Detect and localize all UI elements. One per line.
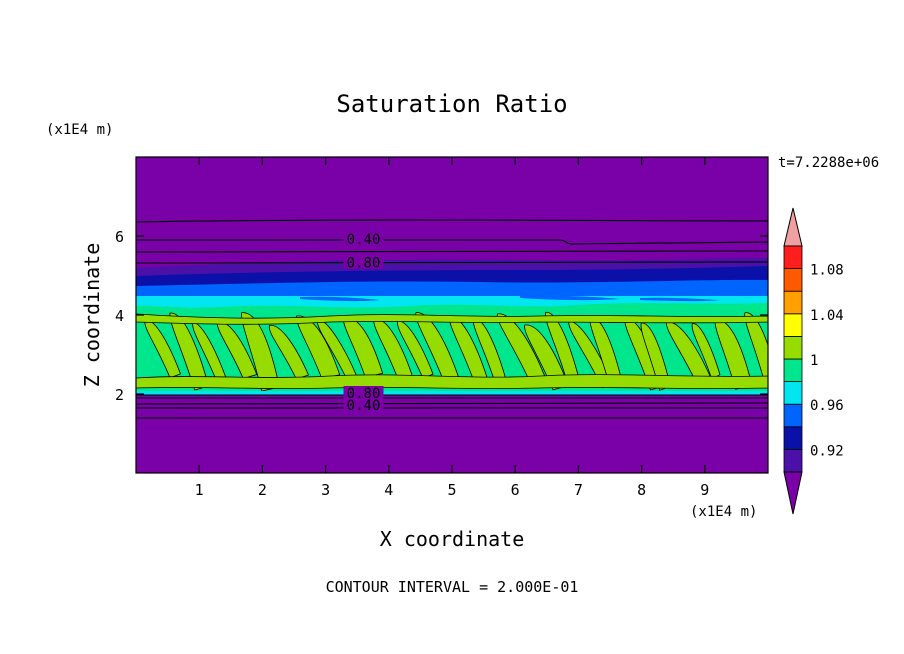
y-tick-label: 6 xyxy=(115,228,124,246)
colorbar-swatch xyxy=(783,358,803,383)
colorbar-swatch xyxy=(783,335,803,360)
colorbar-bottom-arrow xyxy=(783,471,803,515)
colorbar-tick-label: 0.96 xyxy=(810,398,844,414)
y-tick-label: 4 xyxy=(115,307,124,325)
colorbar-top-arrow xyxy=(783,207,803,247)
colorbar-swatch xyxy=(783,290,803,315)
cloud-streak xyxy=(136,313,768,325)
y-axis-title: Z coordinate xyxy=(80,243,104,388)
cloud-streak xyxy=(216,321,258,380)
colorbar-tick-label: 0.92 xyxy=(810,443,844,459)
cloud-streak xyxy=(144,319,181,379)
cloud-streak xyxy=(691,323,721,380)
contour-label-backdrop xyxy=(343,231,384,245)
x-tick-label: 6 xyxy=(511,481,520,499)
contour-field xyxy=(136,157,768,473)
y-tick-label: 2 xyxy=(115,386,124,404)
blue-streaks xyxy=(300,295,720,302)
colorbar-swatch xyxy=(783,268,803,292)
contour-label: 0.80 xyxy=(347,256,381,272)
x-unit-label: (x1E4 m) xyxy=(690,504,757,520)
upper-mid-blue xyxy=(136,279,768,298)
colorbar-swatch xyxy=(783,245,803,270)
y-unit-label: (x1E4 m) xyxy=(46,122,113,138)
x-axis: 1 2 3 4 5 6 7 8 9 xyxy=(195,157,709,499)
x-tick-label: 9 xyxy=(700,481,709,499)
contour-label: 0.40 xyxy=(347,398,381,414)
x-axis-title: X coordinate xyxy=(380,527,525,551)
contour-label-backdrop xyxy=(343,255,384,269)
contour-label-backdrop xyxy=(343,386,384,399)
y-axis: 2 4 6 xyxy=(115,228,768,404)
x-tick-label: 4 xyxy=(384,481,393,499)
x-tick-label: 8 xyxy=(637,481,646,499)
x-tick-label: 3 xyxy=(321,481,330,499)
colorbar-swatch xyxy=(783,448,803,473)
colorbar-swatch xyxy=(783,403,803,428)
colorbar-tick-label: 1.08 xyxy=(810,263,844,279)
lower-cyan-edge xyxy=(136,391,768,395)
contour-labels: 0.400.800.800.40 xyxy=(343,231,384,414)
time-label: t=7.2288e+06 xyxy=(778,155,879,171)
contour-interval-note: CONTOUR INTERVAL = 2.000E-01 xyxy=(326,578,579,596)
chart-title: Saturation Ratio xyxy=(336,90,567,118)
colorbar-swatch xyxy=(783,381,803,405)
colorbar-tick-label: 1.04 xyxy=(810,308,844,324)
contour-label: 0.40 xyxy=(347,232,381,248)
colorbar-swatch xyxy=(783,426,803,450)
cloud-streak xyxy=(136,374,768,389)
colorbar: 0.92 0.96 1 1.04 1.08 xyxy=(783,207,844,515)
colorbar-swatch xyxy=(783,313,803,337)
x-tick-label: 7 xyxy=(574,481,583,499)
cloud-streak xyxy=(269,324,309,380)
contour-label-backdrop xyxy=(343,397,384,411)
x-tick-label: 5 xyxy=(447,481,456,499)
colorbar-tick-label: 1 xyxy=(810,353,818,369)
cloud-streaks xyxy=(136,311,768,392)
x-tick-label: 2 xyxy=(258,481,267,499)
x-tick-label: 1 xyxy=(195,481,204,499)
